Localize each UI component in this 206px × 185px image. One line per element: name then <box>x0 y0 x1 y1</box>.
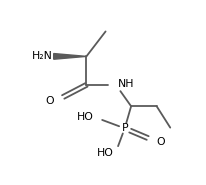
Text: HO: HO <box>97 148 114 158</box>
Text: P: P <box>121 123 128 133</box>
Text: H₂N: H₂N <box>32 51 53 61</box>
Text: O: O <box>157 137 165 147</box>
Text: O: O <box>45 96 54 106</box>
Polygon shape <box>54 53 87 59</box>
Text: HO: HO <box>77 112 94 122</box>
Text: NH: NH <box>118 79 134 89</box>
